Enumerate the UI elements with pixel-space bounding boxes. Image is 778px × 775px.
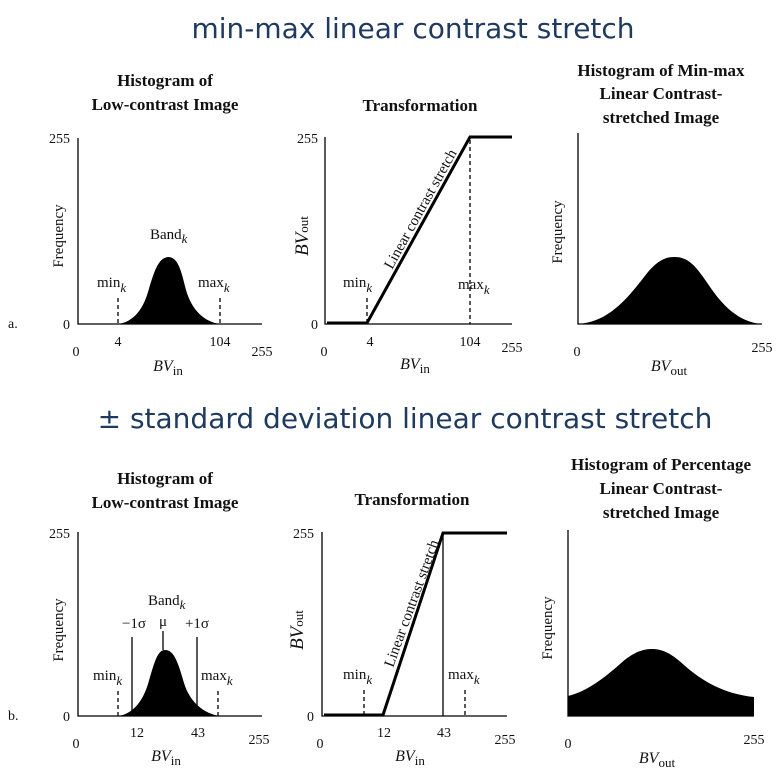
panel-b-mid-max-label: maxk [448, 667, 480, 687]
panel-a-mid-ylabel: BVout [292, 216, 313, 256]
panel-b-mid-axes [321, 532, 507, 717]
panel-a-mid-max-label: maxk [458, 277, 490, 297]
panel-a-mid-min-label: mink [343, 275, 372, 295]
panel-a-right-title-line2: Linear Contrast- [600, 84, 723, 103]
panel-a-left-xmax: 255 [252, 345, 273, 360]
panel-a-right-histogram-curve [578, 257, 762, 324]
panel-a-left-xlabel: BVin [153, 358, 183, 378]
panel-b-right-histogram-curve [568, 649, 754, 716]
panel-b-mid-ymin: 0 [307, 710, 314, 725]
panel-b-right-title-line1: Histogram of Percentage [571, 455, 751, 474]
panel-a-left-ymax: 255 [49, 132, 70, 147]
panel-b-right-title-line3: stretched Image [603, 503, 720, 522]
panel-b-right-xmin: 0 [565, 737, 572, 752]
section-a-title: min-max linear contrast stretch [191, 12, 634, 45]
panel-b-left-plus-sigma-label: +1σ [185, 616, 209, 632]
panel-a-left-title-line1: Histogram of [117, 71, 213, 90]
panel-b-right-xlabel: BVout [639, 750, 676, 770]
panel-a-mid-ymin: 0 [311, 318, 318, 333]
panel-b-left-histogram-curve [118, 650, 220, 716]
panel-b-left-band-label: Bandk [148, 593, 186, 612]
panel-a-mid-axes [324, 137, 512, 325]
panel-b-mid-title: Transformation [355, 490, 470, 509]
panel-b-mid-stretch-line [324, 531, 507, 717]
panel-b-left-lower-value: 12 [130, 726, 144, 741]
panel-a-mid-xlabel: BVin [400, 356, 430, 376]
panel-b-right-ylabel: Frequency [540, 596, 556, 660]
panel-b-left-upper-value: 43 [191, 726, 205, 741]
section-b-title: ± standard deviation linear contrast str… [98, 402, 713, 435]
row-b-label: b. [8, 709, 19, 724]
panel-a-right-xmin: 0 [574, 345, 581, 360]
panel-b-left-max-label: maxk [201, 668, 233, 688]
panel-a-right-title-line1: Histogram of Min-max [577, 61, 745, 80]
panel-b-mid-min-label: mink [343, 667, 372, 687]
panel-b-left-xmax: 255 [249, 733, 270, 748]
panel-a-mid-xmax: 255 [502, 341, 523, 356]
panel-b-mid-ylabel: BVout [287, 610, 308, 650]
panel-b-right-histogram: Histogram of Percentage Linear Contrast-… [540, 455, 765, 770]
panel-a-right-xmax: 255 [752, 341, 773, 356]
panel-b-mid-line-label: Linear contrast stretch [382, 537, 443, 669]
panel-b-mid-lower-value: 12 [377, 726, 391, 741]
panel-a-mid-ymax: 255 [297, 132, 318, 147]
row-a-label: a. [8, 317, 18, 332]
panel-a-mid-min-value: 4 [367, 335, 374, 350]
panel-b-left-minus-sigma-label: −1σ [122, 616, 146, 632]
panel-b-left-ylabel: Frequency [51, 598, 67, 662]
panel-a-left-min-value: 4 [115, 335, 122, 350]
panel-a-left-histogram-curve [118, 257, 220, 324]
panel-b-left-title-line2: Low-contrast Image [92, 493, 239, 512]
panel-b-mid-ymax: 255 [293, 527, 314, 542]
panel-b-mid-xmax: 255 [495, 733, 516, 748]
panel-a-right-ylabel: Frequency [550, 200, 566, 264]
panel-b-mid-xmin: 0 [317, 737, 324, 752]
panel-b-left-title-line1: Histogram of [117, 469, 213, 488]
panel-a-mid-stretch-line [327, 135, 512, 325]
panel-b-right-xmax: 255 [744, 733, 765, 748]
panel-a-left-min-label: mink [97, 275, 126, 295]
panel-a-left-max-label: maxk [198, 275, 230, 295]
panel-b-left-histogram: Histogram of Low-contrast Image 255 0 Fr… [49, 469, 270, 768]
panel-b-mid-xlabel: BVin [395, 748, 425, 768]
panel-a-mid-title: Transformation [363, 96, 478, 115]
panel-a-left-max-value: 104 [210, 335, 231, 350]
panel-b-left-min-label: mink [93, 668, 122, 688]
panel-b-left-xlabel: BVin [151, 748, 181, 768]
panel-a-mid-xmin: 0 [321, 345, 328, 360]
panel-a-left-title-line2: Low-contrast Image [92, 95, 239, 114]
panel-a-right-title-line3: stretched Image [603, 108, 720, 127]
panel-a-left-histogram: Histogram of Low-contrast Image 255 0 Fr… [49, 71, 273, 378]
panel-a-left-ylabel: Frequency [51, 204, 67, 268]
panel-a-mid-transformation: Transformation 255 0 BVout Linear contra… [292, 96, 523, 376]
panel-b-left-xmin: 0 [73, 737, 80, 752]
panel-a-left-band-label: Bandk [150, 227, 188, 246]
panel-a-left-xmin: 0 [73, 345, 80, 360]
panel-b-left-ymax: 255 [49, 527, 70, 542]
panel-b-mid-upper-value: 43 [437, 726, 451, 741]
panel-a-mid-line-label: Linear contrast stretch [382, 146, 461, 271]
panel-a-right-xlabel: BVout [651, 358, 688, 378]
panel-a-left-ymin: 0 [63, 318, 70, 333]
panel-b-left-mu-label: μ [159, 614, 167, 630]
panel-a-mid-max-value: 104 [460, 335, 481, 350]
panel-b-mid-transformation: Transformation 255 0 BVout Linear contra… [287, 490, 516, 768]
panel-a-right-histogram: Histogram of Min-max Linear Contrast- st… [550, 61, 773, 378]
panel-b-left-ymin: 0 [63, 710, 70, 725]
panel-b-right-title-line2: Linear Contrast- [600, 479, 723, 498]
